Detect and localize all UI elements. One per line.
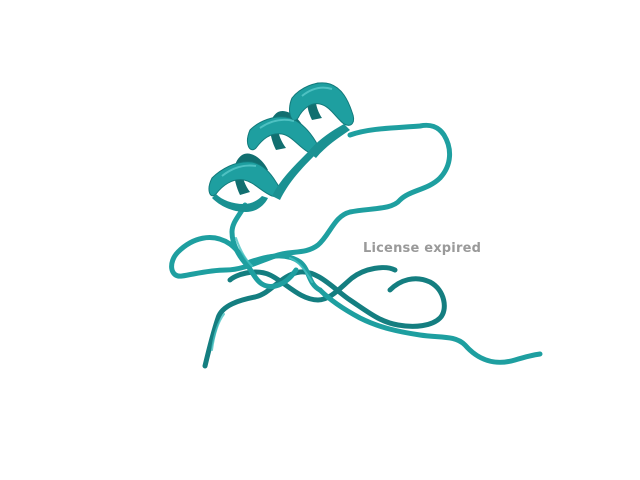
coil-highlight: [211, 237, 313, 351]
license-expired-watermark: License expired: [363, 241, 482, 256]
alpha-helix: [208, 82, 355, 212]
coil-back: [202, 265, 447, 369]
coil-main: [169, 122, 543, 365]
